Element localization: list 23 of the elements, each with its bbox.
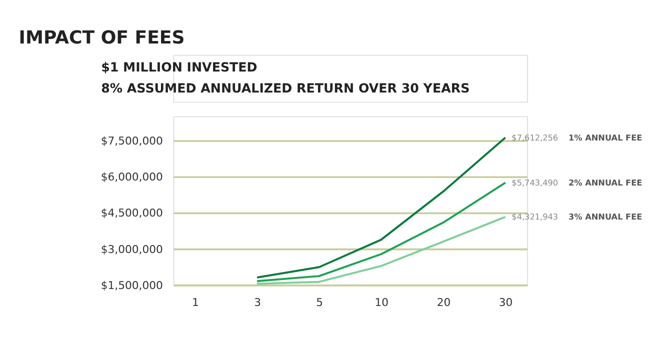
x-tick-label: 20	[436, 296, 451, 310]
line-series	[256, 182, 506, 282]
y-tick-label: $4,500,000	[100, 206, 164, 220]
line-series	[256, 136, 506, 279]
text: $1 MILLION INVESTED	[101, 59, 258, 74]
x-tick-label: 3	[254, 296, 262, 310]
data-label: $7,612,256	[512, 132, 558, 142]
data-label: $5,743,490	[512, 177, 558, 188]
text: 8% ASSUMED ANNUALIZED RETURN OVER 30 YEARS	[101, 80, 470, 96]
text: 3% ANNUAL FEE	[568, 212, 642, 222]
chart-title: IMPACT OF FEES	[18, 28, 185, 49]
data-label: $4,321,943	[512, 212, 558, 222]
y-tick-label: $1,500,000	[100, 279, 164, 292]
y-tick-label: $3,000,000	[100, 242, 164, 256]
x-tick-label: 1	[192, 296, 199, 310]
y-tick-label: $6,000,000	[100, 170, 164, 184]
line-series	[256, 216, 506, 285]
x-tick-label: 5	[316, 296, 324, 310]
text: 1% ANNUAL FEE	[568, 132, 642, 142]
x-tick-label: 10	[374, 296, 389, 310]
y-tick-label: $7,500,000	[100, 134, 164, 148]
x-tick-label: 30	[498, 296, 513, 310]
text: 2% ANNUAL FEE	[568, 177, 642, 188]
